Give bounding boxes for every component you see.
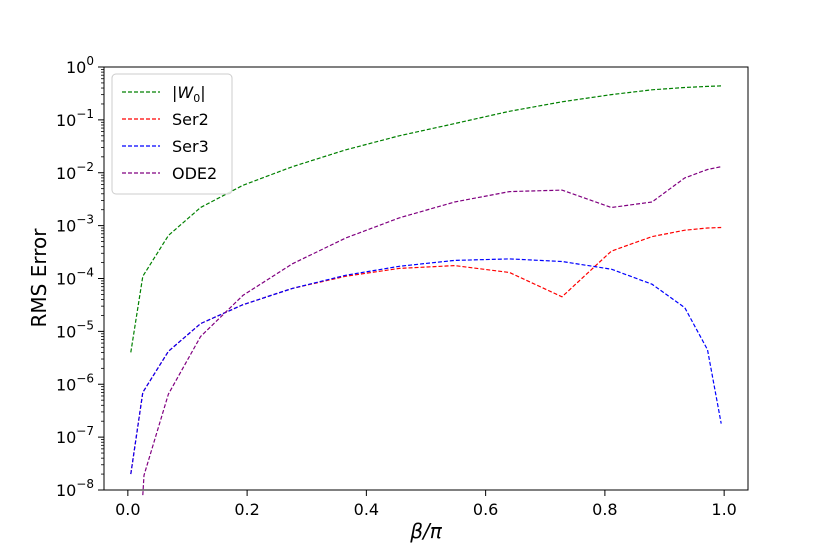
legend-label: ODE2 — [172, 164, 217, 183]
series-layer — [130, 85, 722, 496]
y-tick-label: 10−5 — [56, 318, 94, 341]
y-tick-label: 10−2 — [56, 160, 94, 183]
y-axis-label: RMS Error — [27, 228, 51, 328]
tick-layer: 0.0 0.2 0.4 0.6 0.8 1.0 10−8 10−7 10−6 10−5 10−4 10… — [56, 54, 737, 519]
series-line-w0 — [130, 85, 722, 353]
x-tick-label: 0.4 — [354, 500, 379, 519]
legend: |W0| Ser2 Ser3 ODE2 — [111, 73, 233, 195]
x-axis-label: β/π — [409, 519, 443, 543]
legend-label: Ser3 — [172, 137, 209, 156]
y-tick-label: 10−3 — [56, 213, 94, 236]
y-tick-label: 100 — [66, 54, 94, 77]
y-tick-label: 10−6 — [56, 371, 94, 394]
x-tick-label: 0.2 — [234, 500, 259, 519]
x-tick-label: 0.6 — [473, 500, 498, 519]
series-line-ser3 — [130, 258, 722, 475]
y-tick-label: 10−1 — [56, 107, 94, 130]
legend-box — [111, 73, 233, 195]
axis-labels: β/π RMS Error — [27, 228, 443, 543]
series-line-ser2 — [130, 226, 722, 475]
y-tick-label: 10−4 — [56, 266, 94, 289]
x-tick-label: 0.0 — [115, 500, 140, 519]
plot-frame — [103, 66, 749, 491]
series-line-ode2 — [142, 166, 722, 496]
x-tick-label: 1.0 — [711, 500, 736, 519]
legend-label: |W0| — [172, 83, 206, 105]
x-tick-label: 0.8 — [592, 500, 617, 519]
y-tick-label: 10−7 — [56, 424, 94, 447]
y-tick-label: 10−8 — [56, 477, 94, 500]
legend-label: Ser2 — [172, 110, 209, 129]
